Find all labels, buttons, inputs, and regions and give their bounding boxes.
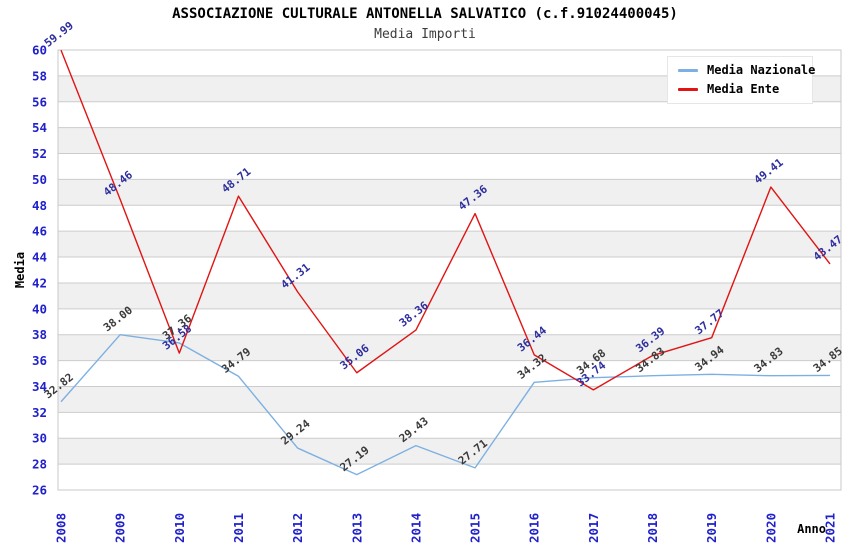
x-tick-label: 2016 <box>527 513 542 543</box>
y-tick-label: 42 <box>32 275 47 290</box>
y-tick-label: 60 <box>32 43 47 58</box>
y-tick-label: 34 <box>32 379 47 394</box>
plot-band <box>58 127 841 154</box>
x-tick-label: 2011 <box>231 513 246 543</box>
y-tick-label: 40 <box>32 301 47 316</box>
legend-entry-media-nazionale: Media Nazionale <box>678 64 815 76</box>
x-tick-label: 2018 <box>645 513 660 543</box>
legend-line-swatch-nazionale <box>678 68 698 72</box>
x-tick-label: 2009 <box>113 513 128 543</box>
plot-band <box>58 438 841 465</box>
y-tick-label: 44 <box>32 250 47 265</box>
y-tick-label: 54 <box>32 120 47 135</box>
y-tick-label: 30 <box>32 431 47 446</box>
x-axis-title: Anno <box>797 522 826 536</box>
y-tick-label: 28 <box>32 457 47 472</box>
y-tick-label: 48 <box>32 198 47 213</box>
y-tick-label: 38 <box>32 327 47 342</box>
x-tick-label: 2010 <box>172 513 187 543</box>
series-line-media-ente <box>60 49 831 391</box>
x-tick-label: 2021 <box>823 513 838 543</box>
x-tick-label: 2014 <box>408 513 423 543</box>
y-axis-title: Media <box>13 252 27 288</box>
plot-band <box>58 231 841 258</box>
legend-entry-media-ente: Media Ente <box>678 83 802 95</box>
x-tick-label: 2020 <box>763 513 778 543</box>
chart-title: ASSOCIAZIONE CULTURALE ANTONELLA SALVATI… <box>172 6 678 22</box>
x-tick-label: 2008 <box>54 513 69 543</box>
x-tick-label: 2013 <box>349 513 364 543</box>
y-tick-label: 32 <box>32 405 47 420</box>
plot-band <box>58 386 841 413</box>
plot-border <box>57 49 842 491</box>
y-tick-label: 56 <box>32 94 47 109</box>
y-tick-label: 26 <box>32 483 47 498</box>
y-tick-label: 46 <box>32 224 47 239</box>
y-tick-label: 50 <box>32 172 47 187</box>
x-tick-label: 2012 <box>290 513 305 543</box>
data-label: 59.99 <box>42 19 76 50</box>
series-line-media-nazionale <box>60 334 831 476</box>
legend-line-swatch-ente <box>678 87 698 91</box>
plot-band <box>58 282 841 309</box>
chart-subtitle: Media Importi <box>374 27 476 42</box>
plot-band <box>58 179 841 206</box>
legend-label: Media Nazionale <box>707 63 816 77</box>
x-tick-label: 2019 <box>704 513 719 543</box>
y-tick-label: 58 <box>32 68 47 83</box>
x-tick-label: 2017 <box>586 513 601 543</box>
x-tick-label: 2015 <box>468 513 483 543</box>
data-label: 37.77 <box>692 307 726 338</box>
y-tick-label: 36 <box>32 353 47 368</box>
legend: Media Nazionale Media Ente <box>667 56 815 104</box>
legend-label: Media Ente <box>707 82 780 96</box>
y-tick-label: 52 <box>32 146 47 161</box>
